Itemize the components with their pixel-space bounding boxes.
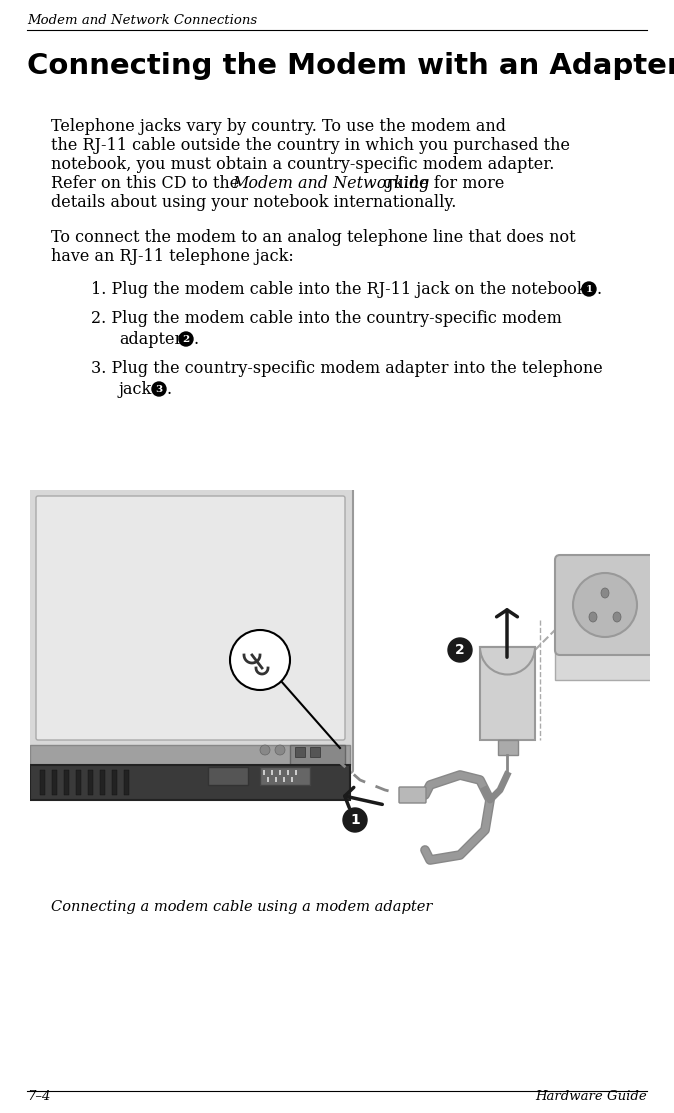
Bar — [283, 777, 285, 782]
Bar — [112, 770, 117, 795]
Circle shape — [179, 332, 193, 346]
Text: 2: 2 — [183, 335, 189, 344]
Bar — [64, 770, 69, 795]
Text: 1. Plug the modem cable into the RJ-11 jack on the notebook: 1. Plug the modem cable into the RJ-11 j… — [91, 280, 586, 298]
Bar — [40, 770, 45, 795]
Bar — [295, 770, 297, 775]
Bar — [279, 770, 281, 775]
Wedge shape — [480, 647, 535, 674]
FancyBboxPatch shape — [30, 765, 350, 800]
Text: Telephone jacks vary by country. To use the modem and: Telephone jacks vary by country. To use … — [51, 118, 506, 135]
FancyBboxPatch shape — [208, 767, 248, 785]
Text: Modem and Networking: Modem and Networking — [233, 175, 430, 193]
Bar — [263, 770, 265, 775]
Bar — [52, 770, 57, 795]
Circle shape — [152, 382, 166, 396]
Text: 2. Plug the modem cable into the country-specific modem: 2. Plug the modem cable into the country… — [91, 311, 562, 327]
FancyBboxPatch shape — [27, 487, 353, 774]
Text: 7–4: 7–4 — [27, 1090, 51, 1103]
Text: Connecting a modem cable using a modem adapter: Connecting a modem cable using a modem a… — [51, 900, 432, 914]
FancyBboxPatch shape — [30, 745, 350, 765]
Text: adapter: adapter — [119, 331, 182, 348]
Text: guide for more: guide for more — [377, 175, 504, 193]
Circle shape — [230, 630, 290, 690]
Bar — [88, 770, 93, 795]
Text: jack: jack — [119, 381, 152, 398]
Circle shape — [573, 573, 637, 637]
Text: .: . — [167, 381, 172, 398]
Text: the RJ-11 cable outside the country in which you purchased the: the RJ-11 cable outside the country in w… — [51, 137, 570, 154]
Text: Hardware Guide: Hardware Guide — [535, 1090, 647, 1103]
Circle shape — [260, 745, 270, 755]
FancyBboxPatch shape — [555, 555, 655, 654]
Text: notebook, you must obtain a country-specific modem adapter.: notebook, you must obtain a country-spec… — [51, 156, 554, 173]
Ellipse shape — [601, 588, 609, 598]
Text: 1: 1 — [350, 812, 360, 827]
FancyBboxPatch shape — [290, 745, 345, 765]
Bar — [271, 770, 273, 775]
Bar — [275, 777, 277, 782]
Ellipse shape — [613, 612, 621, 622]
Text: details about using your notebook internationally.: details about using your notebook intern… — [51, 194, 456, 211]
Bar — [291, 777, 293, 782]
Text: To connect the modem to an analog telephone line that does not: To connect the modem to an analog teleph… — [51, 229, 575, 246]
Bar — [124, 770, 129, 795]
Bar — [76, 770, 81, 795]
Text: Modem and Network Connections: Modem and Network Connections — [27, 14, 257, 27]
Circle shape — [448, 638, 472, 662]
Text: Connecting the Modem with an Adapter: Connecting the Modem with an Adapter — [27, 52, 674, 80]
FancyBboxPatch shape — [399, 787, 426, 802]
Bar — [295, 747, 305, 757]
Bar — [100, 770, 105, 795]
Circle shape — [343, 808, 367, 833]
Ellipse shape — [589, 612, 597, 622]
Text: .: . — [194, 331, 199, 348]
Text: .: . — [597, 280, 602, 298]
Text: 3. Plug the country-specific modem adapter into the telephone: 3. Plug the country-specific modem adapt… — [91, 359, 603, 377]
Bar — [498, 740, 518, 755]
FancyBboxPatch shape — [36, 496, 345, 740]
Bar — [287, 770, 289, 775]
Bar — [310, 747, 320, 757]
Text: 3: 3 — [156, 384, 162, 394]
Text: have an RJ-11 telephone jack:: have an RJ-11 telephone jack: — [51, 248, 293, 265]
Bar — [480, 647, 535, 740]
Circle shape — [582, 282, 596, 296]
FancyBboxPatch shape — [260, 767, 310, 785]
FancyBboxPatch shape — [555, 650, 655, 680]
Text: 2: 2 — [455, 643, 465, 657]
Text: 1: 1 — [585, 285, 592, 294]
Bar — [267, 777, 269, 782]
Circle shape — [275, 745, 285, 755]
Text: Refer on this CD to the: Refer on this CD to the — [51, 175, 244, 193]
